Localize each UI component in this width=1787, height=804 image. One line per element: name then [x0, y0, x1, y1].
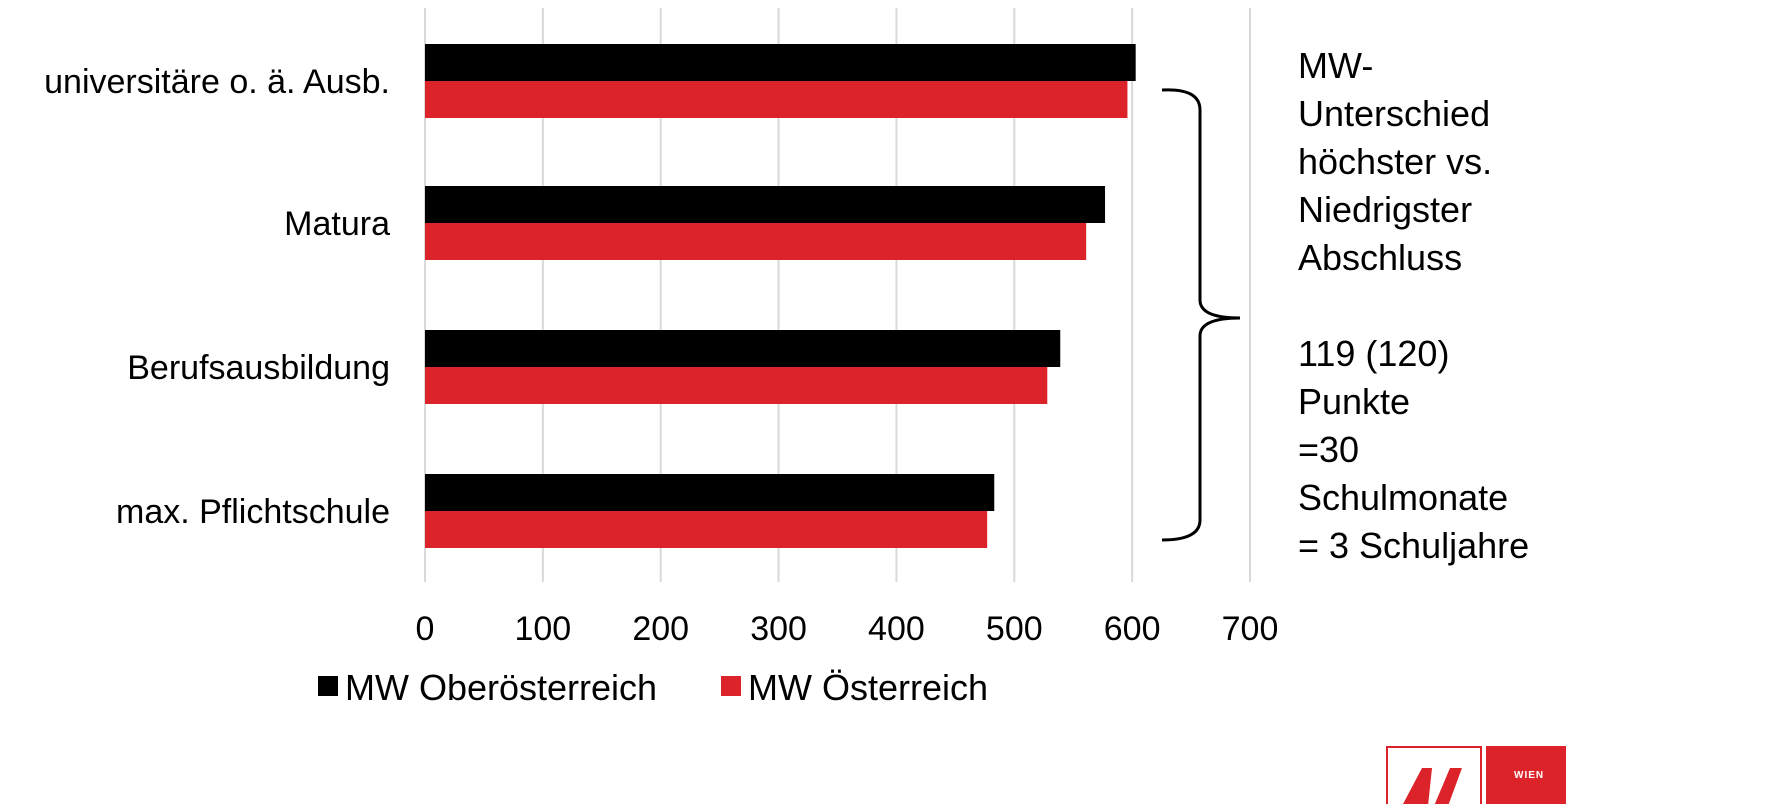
annotation-line: 119 (120) [1298, 333, 1450, 374]
bar-oesterreich [425, 511, 988, 548]
legend: MW Oberösterreich MW Österreich [318, 667, 988, 708]
annotation-line: = 3 Schuljahre [1298, 525, 1530, 566]
logo-wien-text: WIEN [1514, 770, 1545, 781]
bar-oberoesterreich [425, 474, 995, 511]
legend-label: MW Österreich [748, 667, 988, 708]
x-tick-label: 600 [1104, 610, 1161, 648]
category-labels: universitäre o. ä. Ausb. Matura Berufsausb… [44, 63, 390, 531]
annotation-gap [1298, 282, 1778, 330]
bar-oberoesterreich [425, 330, 1061, 367]
curly-brace [1161, 88, 1241, 542]
x-tick-label: 500 [986, 610, 1043, 648]
bars [425, 44, 1136, 548]
category-label: universitäre o. ä. Ausb. [44, 63, 390, 101]
annotation-line: höchster vs. [1298, 141, 1493, 182]
ak-wien-logo: WIEN [1386, 746, 1566, 804]
logo-left-box [1386, 746, 1482, 804]
annotation-line: MW- [1298, 45, 1374, 86]
ak-logo-icon [1403, 768, 1462, 804]
legend-label: MW Oberösterreich [345, 667, 657, 708]
x-tick-label: 100 [514, 610, 571, 648]
bar-oesterreich [425, 81, 1128, 118]
bar-oberoesterreich [425, 44, 1136, 81]
annotation-line: Unterschied [1298, 93, 1491, 134]
brace-annotation [1161, 88, 1241, 542]
bar-oesterreich [425, 223, 1087, 260]
category-label: Berufsausbildung [127, 349, 390, 387]
x-tick-label: 400 [868, 610, 925, 648]
annotation-line: Punkte [1298, 381, 1411, 422]
bar-oberoesterreich [425, 186, 1106, 223]
annotation-line: Schulmonate [1298, 477, 1509, 518]
x-tick-label: 200 [632, 610, 689, 648]
x-axis-tick-labels: 0 100 200 300 400 500 600 700 [416, 610, 1279, 648]
x-tick-label: 700 [1222, 610, 1279, 648]
legend-swatch [318, 676, 338, 696]
annotation-line: Niedrigster [1298, 189, 1473, 230]
annotation-line: Abschluss [1298, 237, 1463, 278]
x-tick-label: 300 [750, 610, 807, 648]
difference-annotation: MW- Unterschied höchster vs. Niedrigster… [1298, 42, 1778, 570]
category-label: Matura [284, 205, 390, 243]
x-tick-label: 0 [416, 610, 435, 648]
legend-swatch [721, 676, 741, 696]
bar-oesterreich [425, 367, 1048, 404]
annotation-line: =30 [1298, 429, 1360, 470]
logo-right-box [1486, 746, 1566, 804]
category-label: max. Pflichtschule [116, 493, 390, 531]
